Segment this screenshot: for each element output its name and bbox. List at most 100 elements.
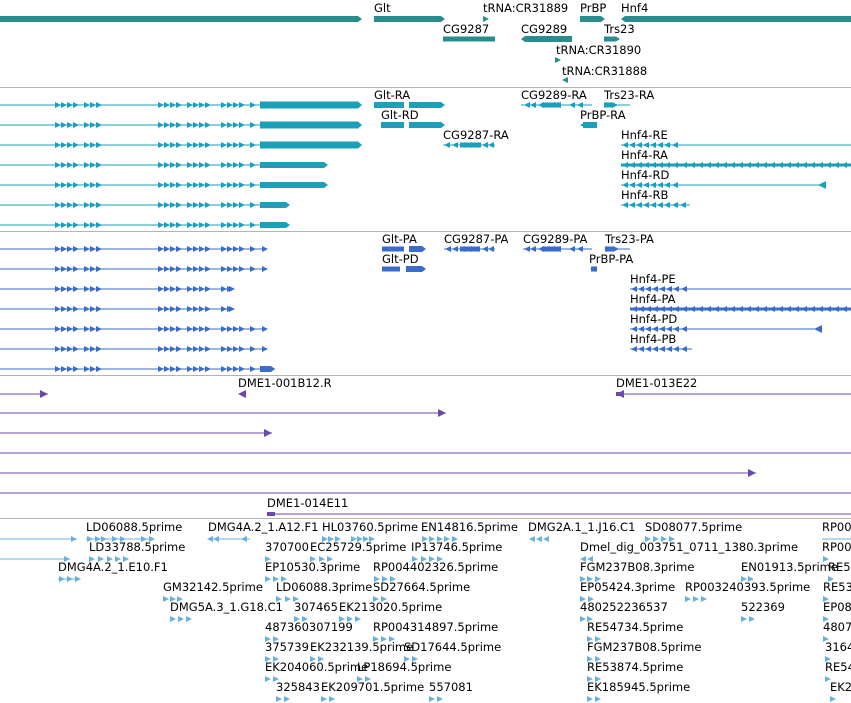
feature-arrow[interactable] bbox=[164, 326, 170, 332]
feature-arrow[interactable] bbox=[672, 142, 678, 148]
feature-arrow[interactable] bbox=[569, 102, 575, 108]
feature-arrow[interactable] bbox=[580, 556, 586, 562]
feature-arrow[interactable] bbox=[412, 556, 418, 562]
feature-arrow[interactable] bbox=[90, 266, 96, 272]
feature-arrow[interactable] bbox=[205, 366, 211, 372]
feature-arrow[interactable] bbox=[357, 536, 363, 542]
est-label[interactable]: DMG4A.2_1.A12.F1 bbox=[208, 520, 319, 534]
feature-arrow[interactable] bbox=[488, 142, 494, 148]
feature-bar[interactable] bbox=[406, 266, 426, 272]
feature-arrow[interactable] bbox=[84, 222, 90, 228]
feature-arrow[interactable] bbox=[221, 286, 227, 292]
est-label[interactable]: RE5 bbox=[828, 560, 851, 574]
transcript-label[interactable]: CG9287-RA bbox=[443, 128, 509, 142]
feature-arrow[interactable] bbox=[193, 306, 199, 312]
feature-arrow[interactable] bbox=[233, 346, 239, 352]
feature-arrow[interactable] bbox=[587, 656, 593, 662]
feature-arrow[interactable] bbox=[629, 142, 635, 148]
feature-arrow[interactable] bbox=[483, 16, 489, 22]
transcript-label[interactable]: Hnf4-RB bbox=[621, 188, 669, 202]
feature-arrow[interactable] bbox=[90, 326, 96, 332]
feature-arrow[interactable] bbox=[84, 326, 90, 332]
feature-arrow[interactable] bbox=[158, 222, 164, 228]
feature-arrow[interactable] bbox=[429, 536, 435, 542]
feature-arrow[interactable] bbox=[276, 596, 282, 602]
feature-arrow[interactable] bbox=[530, 102, 536, 108]
feature-arrow[interactable] bbox=[164, 286, 170, 292]
feature-bar[interactable] bbox=[580, 16, 605, 22]
feature-arrow[interactable] bbox=[293, 596, 299, 602]
feature-arrow[interactable] bbox=[90, 142, 96, 148]
feature-arrow[interactable] bbox=[84, 306, 90, 312]
feature-bar[interactable] bbox=[409, 246, 426, 252]
transcript-label[interactable]: Hnf4-RD bbox=[621, 168, 670, 182]
feature-arrow[interactable] bbox=[73, 286, 79, 292]
feature-exon[interactable] bbox=[381, 122, 404, 128]
feature-arrow[interactable] bbox=[741, 576, 747, 582]
feature-arrow[interactable] bbox=[164, 202, 170, 208]
feature-arrow[interactable] bbox=[645, 326, 651, 332]
feature-arrow[interactable] bbox=[319, 556, 325, 562]
feature-arrow[interactable] bbox=[653, 536, 659, 542]
feature-arrow[interactable] bbox=[587, 676, 593, 682]
feature-arrow[interactable] bbox=[96, 326, 102, 332]
est-label[interactable]: RP004402326.5prime bbox=[373, 560, 499, 574]
feature-arrow[interactable] bbox=[680, 202, 686, 208]
feature-arrow[interactable] bbox=[84, 346, 90, 352]
feature-arrow[interactable] bbox=[622, 182, 628, 188]
feature-arrow[interactable] bbox=[205, 162, 211, 168]
feature-arrow[interactable] bbox=[176, 366, 182, 372]
feature-arrow[interactable] bbox=[176, 182, 182, 188]
feature-arrow[interactable] bbox=[650, 142, 656, 148]
feature-arrow[interactable] bbox=[96, 346, 102, 352]
feature-arrow[interactable] bbox=[229, 286, 235, 292]
feature-arrow[interactable] bbox=[233, 326, 239, 332]
est-label[interactable]: RE54 bbox=[825, 660, 851, 674]
feature-arrow[interactable] bbox=[193, 102, 199, 108]
est-label[interactable]: HL03760.5prime bbox=[322, 520, 419, 534]
feature-arrow[interactable] bbox=[412, 656, 418, 662]
clone-label[interactable]: DME1-014E11 bbox=[267, 496, 349, 510]
feature-arrow[interactable] bbox=[265, 636, 271, 642]
feature-arrow[interactable] bbox=[193, 366, 199, 372]
feature-arrow[interactable] bbox=[587, 616, 593, 622]
feature-arrow[interactable] bbox=[239, 246, 245, 252]
feature-arrow[interactable] bbox=[176, 266, 182, 272]
feature-arrow[interactable] bbox=[238, 390, 246, 398]
feature-arrow[interactable] bbox=[631, 286, 637, 292]
feature-arrow[interactable] bbox=[221, 142, 227, 148]
feature-arrow[interactable] bbox=[61, 122, 67, 128]
gene-label[interactable]: CG9287 bbox=[443, 22, 490, 36]
feature-arrow[interactable] bbox=[390, 576, 396, 582]
feature-arrow[interactable] bbox=[221, 222, 227, 228]
feature-arrow[interactable] bbox=[355, 616, 361, 622]
feature-arrow[interactable] bbox=[164, 366, 170, 372]
feature-arrow[interactable] bbox=[187, 122, 193, 128]
transcript-label[interactable]: Hnf4-RA bbox=[621, 148, 668, 162]
feature-arrow[interactable] bbox=[284, 696, 290, 702]
feature-arrow[interactable] bbox=[239, 162, 245, 168]
feature-arrow[interactable] bbox=[205, 286, 211, 292]
feature-arrow[interactable] bbox=[55, 366, 61, 372]
feature-arrow[interactable] bbox=[187, 306, 193, 312]
feature-arrow[interactable] bbox=[90, 182, 96, 188]
protein-label[interactable]: Trs23-PA bbox=[605, 232, 654, 246]
feature-arrow[interactable] bbox=[55, 286, 61, 292]
feature-arrow[interactable] bbox=[265, 556, 271, 562]
feature-arrow[interactable] bbox=[170, 616, 176, 622]
feature-arrow[interactable] bbox=[273, 676, 279, 682]
feature-arrow[interactable] bbox=[55, 162, 61, 168]
transcript-label[interactable]: Glt-RD bbox=[381, 108, 419, 122]
feature-exon[interactable] bbox=[382, 266, 400, 272]
feature-arrow[interactable] bbox=[631, 326, 637, 332]
feature-arrow[interactable] bbox=[685, 596, 691, 602]
est-label[interactable]: EK209701.5prime bbox=[321, 680, 425, 694]
transcript-label[interactable]: PrBP-RA bbox=[580, 108, 626, 122]
feature-arrow[interactable] bbox=[61, 182, 67, 188]
feature-arrow[interactable] bbox=[285, 596, 291, 602]
feature-arrow[interactable] bbox=[193, 286, 199, 292]
feature-arrow[interactable] bbox=[381, 596, 387, 602]
protein-label[interactable]: Glt-PA bbox=[382, 232, 417, 246]
feature-arrow[interactable] bbox=[187, 182, 193, 188]
